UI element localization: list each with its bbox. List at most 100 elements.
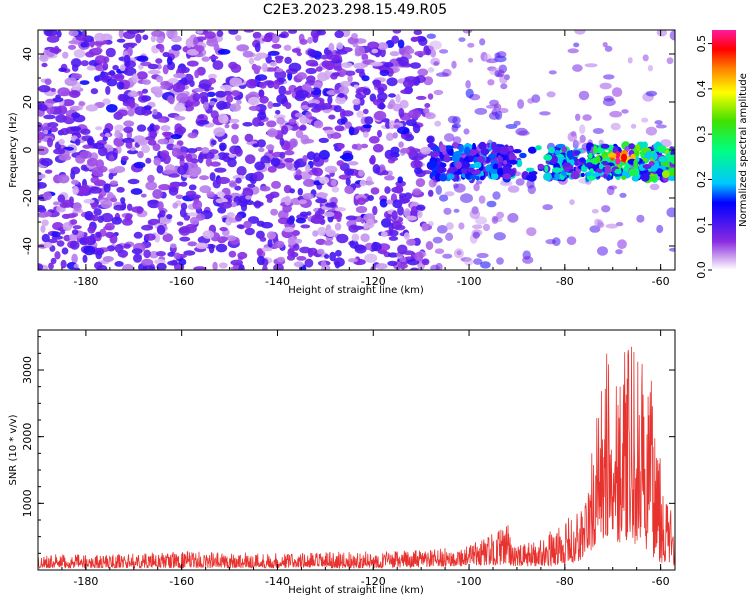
heatmap-cell <box>63 234 71 242</box>
heatmap-cell <box>231 123 239 130</box>
heatmap-cell <box>278 85 287 96</box>
heatmap-cell <box>270 208 278 216</box>
heatmap-cell <box>334 89 341 94</box>
heatmap-cell <box>135 33 142 44</box>
heatmap-cell <box>445 232 454 241</box>
heatmap-cell <box>579 157 586 163</box>
heatmap-cell <box>176 221 184 226</box>
heatmap-cell <box>479 38 486 46</box>
heatmap-cell <box>439 49 449 54</box>
heatmap-cell <box>645 126 658 136</box>
heatmap-cell <box>296 72 308 80</box>
heatmap-cell <box>305 59 318 67</box>
colorbar-tick-label: 0.3 <box>695 125 708 143</box>
heatmap-cell <box>461 168 469 174</box>
y-tick-label: 1000 <box>21 489 34 517</box>
heatmap-cell <box>316 248 325 255</box>
heatmap-cell <box>370 187 380 195</box>
heatmap-cell <box>635 143 641 153</box>
heatmap-cell <box>476 156 486 164</box>
heatmap-cell <box>38 131 45 140</box>
heatmap-cell <box>216 100 228 110</box>
heatmap-cell <box>92 142 105 150</box>
heatmap-cell <box>347 36 359 45</box>
heatmap-cell <box>284 150 295 156</box>
heatmap-cell <box>266 120 277 128</box>
heatmap-cell <box>248 57 255 65</box>
heatmap-cell <box>69 240 80 250</box>
heatmap-cell <box>428 220 434 227</box>
heatmap-cell <box>233 95 242 101</box>
x-tick-label: -180 <box>73 275 98 288</box>
heatmap-cell <box>372 164 381 174</box>
heatmap-cell <box>443 207 452 215</box>
heatmap-cell <box>610 122 621 131</box>
heatmap-cell <box>656 30 668 37</box>
heatmap-cell <box>116 186 125 193</box>
heatmap-cell <box>199 185 212 194</box>
heatmap-cell <box>59 201 70 208</box>
heatmap-cell <box>543 172 552 181</box>
heatmap-cell <box>248 105 261 111</box>
heatmap-cell <box>185 38 193 48</box>
heatmap-cell <box>147 174 155 183</box>
heatmap-cell <box>320 260 327 268</box>
heatmap-cell <box>213 127 226 137</box>
heatmap-cell <box>428 67 435 73</box>
heatmap-cell <box>609 110 623 118</box>
heatmap-cell <box>386 67 394 77</box>
heatmap-cell <box>305 111 312 119</box>
heatmap-cell <box>212 60 224 70</box>
heatmap-cell <box>71 229 79 235</box>
heatmap-cell <box>195 45 205 52</box>
heatmap-cell <box>285 160 293 171</box>
figure-title: C2E3.2023.298.15.49.R05 <box>263 2 447 18</box>
heatmap-cell <box>497 167 504 176</box>
heatmap-cell <box>92 41 105 46</box>
heatmap-cell <box>360 233 370 242</box>
heatmap-cell <box>152 143 161 152</box>
heatmap-cell <box>103 183 111 193</box>
heatmap-cell <box>38 263 44 270</box>
heatmap-cell <box>355 68 365 74</box>
heatmap-cell <box>177 165 188 176</box>
heatmap-cell <box>85 51 95 58</box>
heatmap-cell <box>58 67 67 73</box>
heatmap-cell <box>650 165 658 172</box>
heatmap-cell <box>461 161 471 169</box>
heatmap-cell <box>572 64 583 72</box>
y-tick-label: 0 <box>21 147 34 154</box>
heatmap-cell <box>594 218 601 227</box>
heatmap-cell <box>189 158 199 164</box>
heatmap-cell <box>224 124 230 129</box>
heatmap-cell <box>80 184 91 193</box>
heatmap-cell <box>96 264 108 270</box>
heatmap-cell <box>455 161 462 170</box>
heatmap-cell <box>381 170 389 176</box>
heatmap-cell <box>56 240 65 247</box>
heatmap-cell <box>43 114 56 120</box>
spectrogram-panel: -180 -160 -140 -120 -100 -80 -60 -40 -20 0 20 40 He… <box>8 29 676 296</box>
heatmap-cell <box>229 77 243 87</box>
heatmap-cell <box>106 78 118 87</box>
heatmap-cell <box>316 66 323 72</box>
heatmap-cell <box>61 247 69 255</box>
heatmap-cell <box>336 160 345 167</box>
heatmap-cell <box>334 222 342 231</box>
heatmap-cell <box>242 122 253 127</box>
heatmap-cell <box>141 224 154 231</box>
heatmap-cell <box>122 263 134 270</box>
heatmap-cell <box>444 191 455 197</box>
heatmap-cell <box>69 126 82 132</box>
heatmap-cell <box>604 164 612 174</box>
heatmap-cell <box>114 73 125 82</box>
heatmap-cell <box>155 251 166 257</box>
heatmap-cell <box>615 249 623 255</box>
heatmap-cell <box>596 155 601 163</box>
heatmap-cell <box>121 155 129 161</box>
heatmap-cell <box>384 149 394 160</box>
heatmap-cell <box>528 146 537 154</box>
heatmap-cell <box>306 151 316 161</box>
heatmap-cell <box>486 200 497 208</box>
